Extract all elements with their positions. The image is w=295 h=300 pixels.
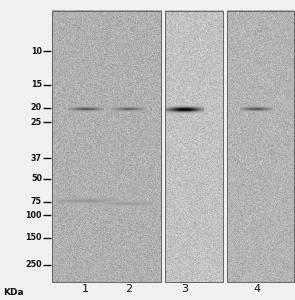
- Bar: [52, 11, 161, 282]
- Text: 3: 3: [181, 284, 188, 294]
- Text: 20: 20: [31, 103, 42, 112]
- Text: 2: 2: [125, 284, 132, 294]
- Text: 250: 250: [25, 260, 42, 269]
- Text: 4: 4: [253, 284, 260, 294]
- Bar: [227, 11, 294, 282]
- Bar: [165, 11, 223, 282]
- Text: 15: 15: [31, 80, 42, 89]
- Text: KDa: KDa: [3, 288, 24, 297]
- Text: 37: 37: [31, 154, 42, 163]
- Text: 10: 10: [31, 46, 42, 56]
- Text: 50: 50: [31, 174, 42, 183]
- Text: 150: 150: [25, 233, 42, 242]
- Text: 75: 75: [31, 197, 42, 206]
- Text: 100: 100: [25, 211, 42, 220]
- Text: 1: 1: [82, 284, 89, 294]
- Text: 25: 25: [31, 118, 42, 127]
